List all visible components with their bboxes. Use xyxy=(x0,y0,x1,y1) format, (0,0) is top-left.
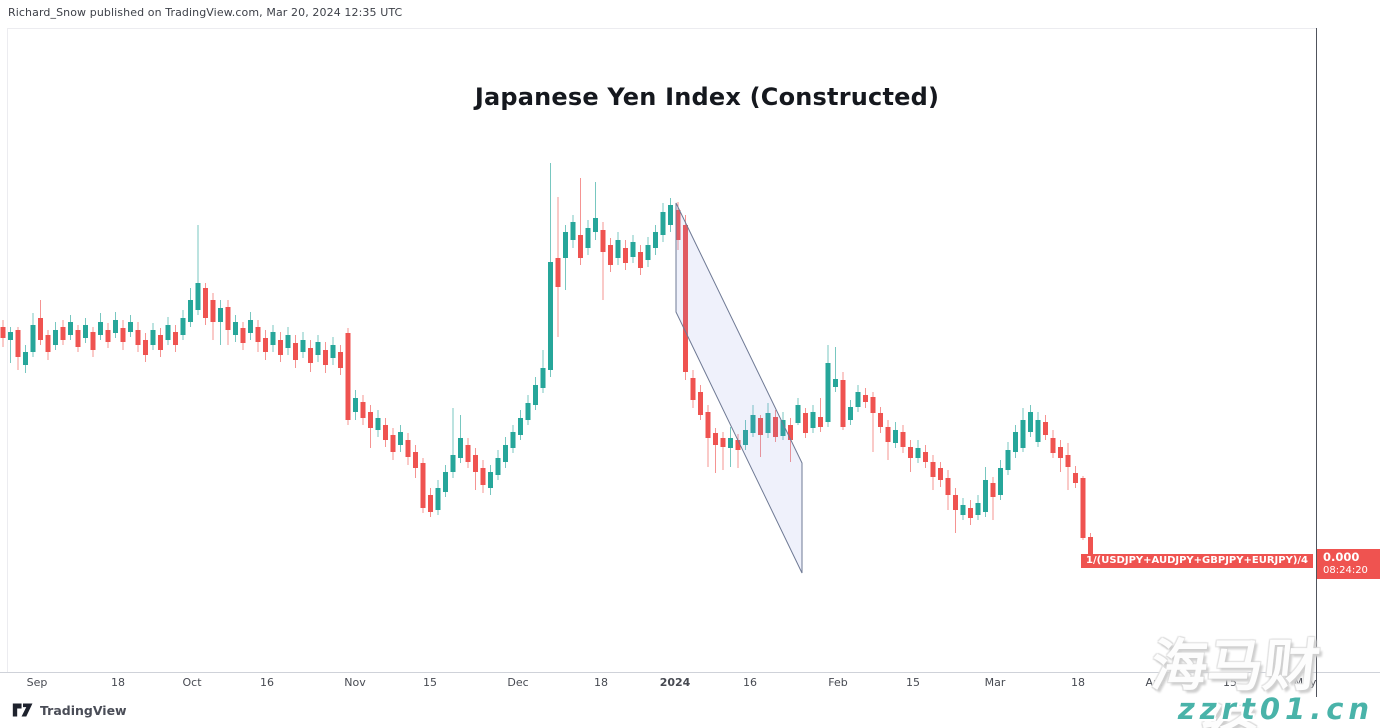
time-axis-label: 18 xyxy=(594,676,608,689)
time-axis-label: Oct xyxy=(182,676,202,689)
last-price-value: 0.000 xyxy=(1323,550,1360,564)
time-axis-label: 18 xyxy=(1071,676,1085,689)
last-price-box: 0.000 08:24:20 xyxy=(1317,549,1380,579)
time-axis-label: Feb xyxy=(828,676,848,689)
time-axis-label: 2024 xyxy=(659,676,691,689)
time-axis-label: Sep xyxy=(26,676,48,689)
tradingview-logo-icon xyxy=(12,703,33,717)
time-axis-label: Dec xyxy=(507,676,529,689)
bar-countdown: 08:24:20 xyxy=(1323,565,1368,576)
time-axis-label: Nov xyxy=(344,676,366,689)
time-axis-label: 18 xyxy=(111,676,125,689)
time-axis-label: 15 xyxy=(1223,676,1237,689)
time-axis-label: 16 xyxy=(743,676,757,689)
time-axis-label: 15 xyxy=(906,676,920,689)
pane-borders xyxy=(7,28,1316,672)
series-formula-label[interactable]: 1/(USDJPY+AUDJPY+GBPJPY+EURJPY)/4 xyxy=(1081,554,1313,568)
publish-byline: Richard_Snow published on TradingView.co… xyxy=(8,6,403,19)
time-axis-label: 16 xyxy=(260,676,274,689)
tradingview-footer[interactable]: TradingView xyxy=(12,702,127,718)
time-axis-label: Mar xyxy=(984,676,1006,689)
descending-parallel-channel[interactable] xyxy=(675,202,803,574)
candles-layer xyxy=(0,163,1093,567)
chart-title: Japanese Yen Index (Constructed) xyxy=(474,83,940,111)
time-axis-label: Apr xyxy=(1145,676,1165,689)
time-axis-label: May xyxy=(1293,676,1317,689)
time-axis[interactable]: Sep 18 Oct 16 Nov 15 Dec 18 2024 16 Feb 15 Mar 18 Apr 1… xyxy=(0,676,1380,696)
axis-lines xyxy=(0,28,1380,697)
time-axis-label: 15 xyxy=(423,676,437,689)
tradingview-brand-text: TradingView xyxy=(40,702,127,718)
